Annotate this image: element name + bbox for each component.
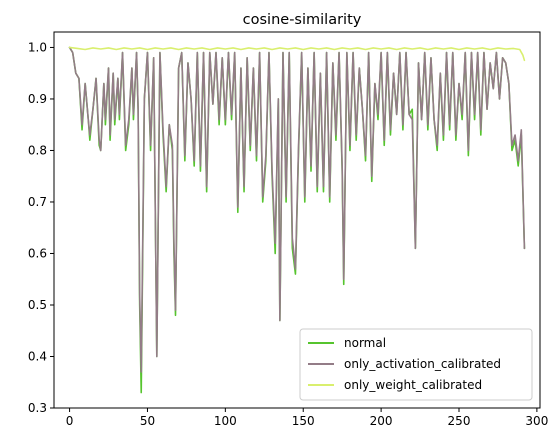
series-line-only-weight-calibrated — [68, 46, 526, 62]
x-tick-label: 50 — [140, 414, 155, 428]
x-tick-label: 0 — [66, 414, 74, 428]
legend-box — [299, 328, 533, 401]
y-tick-label: 0.6 — [28, 246, 47, 260]
x-axis: 0 50 100 150 200 250 300 — [66, 408, 548, 428]
chart-title: cosine-similarity — [243, 12, 362, 28]
x-tick-label: 250 — [448, 414, 471, 428]
y-tick-label: 0.4 — [28, 349, 47, 363]
y-tick-label: 0.3 — [28, 401, 47, 415]
legend-label: only_weight_calibrated — [344, 378, 482, 392]
legend-label: only_activation_calibrated — [344, 357, 501, 371]
x-tick-label: 300 — [525, 414, 548, 428]
y-tick-label: 0.7 — [28, 195, 47, 209]
y-tick-label: 1.0 — [28, 40, 47, 54]
x-tick-label: 200 — [370, 414, 393, 428]
y-tick-label: 0.5 — [28, 298, 47, 312]
x-tick-label: 150 — [292, 414, 315, 428]
y-axis: 0.3 0.4 0.5 0.6 0.7 0.8 0.9 1.0 — [28, 40, 54, 415]
x-tick-label: 100 — [214, 414, 237, 428]
plot-frame — [53, 31, 541, 409]
series-layer — [68, 46, 526, 394]
series-line-only-activation-calibrated — [68, 46, 526, 373]
legend-label: normal — [344, 336, 386, 350]
legend: normal only_activation_calibrated only_wei… — [299, 328, 533, 401]
y-tick-label: 0.9 — [28, 92, 47, 106]
y-tick-label: 0.8 — [28, 143, 47, 157]
